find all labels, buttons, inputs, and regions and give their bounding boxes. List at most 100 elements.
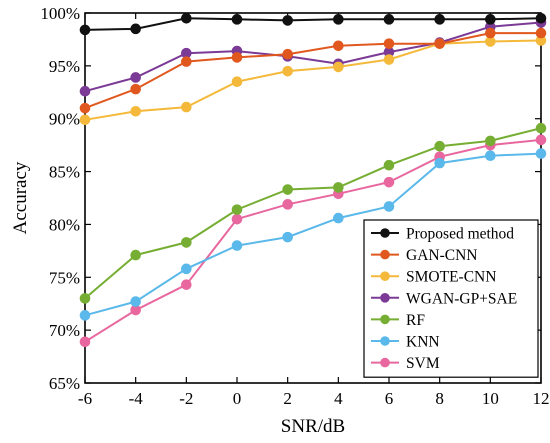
data-point-rf: [231, 204, 243, 215]
data-point-smote-cnn: [79, 114, 91, 126]
data-point-svm: [383, 176, 395, 188]
y-tick-label: 100%: [40, 4, 80, 23]
x-tick-label: -2: [179, 389, 193, 408]
legend-entry-label: WGAN-GP+SAE: [406, 290, 517, 307]
y-tick-label: 90%: [49, 110, 80, 129]
data-point-svm: [231, 213, 243, 225]
legend-swatch-marker: [380, 228, 390, 238]
data-point-gan-cnn: [333, 40, 344, 52]
data-point-svm: [282, 199, 293, 210]
x-axis-title: SNR/dB: [281, 416, 345, 437]
data-point-proposed-method: [485, 14, 496, 25]
legend-swatch-marker: [380, 314, 390, 325]
legend: Proposed method GAN-CNN SMOTE-CNN WGAN-GP+S…: [363, 219, 539, 378]
x-tick-label: 12: [533, 389, 550, 408]
data-point-knn: [231, 240, 243, 251]
legend-entry-label: KNN: [406, 334, 440, 351]
data-point-knn: [434, 157, 445, 169]
data-point-gan-cnn: [485, 27, 496, 39]
data-point-smote-cnn: [282, 65, 293, 77]
data-point-gan-cnn: [535, 27, 547, 39]
axis-ticks: -6 -4 -2 0 2 4 6 8 10 12 65% 70% 75% 80% 85% 90% 95% 100%: [40, 4, 549, 408]
legend-entry-label: RF: [406, 312, 425, 329]
x-tick-label: -6: [78, 389, 92, 408]
data-point-gan-cnn: [181, 56, 192, 67]
legend-box: [363, 219, 539, 378]
data-point-gan-cnn: [130, 83, 141, 95]
data-point-proposed-method: [333, 14, 344, 25]
data-point-knn: [383, 201, 395, 212]
series-knn: [79, 148, 547, 321]
data-point-gan-cnn: [383, 38, 395, 49]
series-smote-cnn: [79, 35, 547, 126]
data-point-rf: [485, 135, 496, 147]
plot-border: [84, 12, 542, 384]
series-line-proposed-method: [84, 17, 542, 31]
series-wgan-gp-sae: [79, 17, 547, 97]
data-point-proposed-method: [181, 12, 192, 24]
series-line-gan-cnn: [84, 32, 541, 110]
data-point-rf: [79, 293, 91, 304]
data-point-smote-cnn: [181, 101, 192, 113]
data-point-proposed-method: [383, 14, 395, 25]
y-tick-label: 70%: [49, 321, 80, 340]
data-point-smote-cnn: [383, 54, 395, 65]
legend-swatch-marker: [380, 357, 390, 368]
plot-frame: [84, 12, 542, 384]
legend-swatch-marker: [380, 336, 390, 346]
legend-entry-label: Proposed method: [406, 226, 514, 243]
data-point-svm: [181, 279, 192, 290]
series-rf: [79, 122, 547, 304]
y-tick-label: 65%: [49, 374, 80, 393]
data-point-rf: [535, 122, 547, 134]
y-tick-label: 75%: [49, 268, 80, 287]
data-point-gan-cnn: [231, 52, 243, 63]
data-point-knn: [282, 231, 293, 243]
series-lines: [79, 12, 547, 348]
data-point-smote-cnn: [231, 76, 243, 88]
series-line-knn: [84, 152, 542, 317]
data-point-rf: [434, 140, 445, 152]
y-tick-label: 80%: [49, 215, 80, 234]
y-tick-label: 85%: [49, 163, 80, 182]
data-point-knn: [181, 263, 192, 275]
x-tick-label: -4: [129, 389, 144, 408]
data-point-rf: [282, 184, 293, 195]
data-point-knn: [333, 212, 344, 224]
series-line-smote-cnn: [84, 39, 542, 121]
data-point-proposed-method: [130, 23, 141, 35]
data-point-smote-cnn: [130, 106, 141, 117]
legend-entry-label: SVM: [406, 355, 440, 372]
data-point-smote-cnn: [333, 61, 344, 73]
data-point-gan-cnn: [434, 38, 445, 49]
data-point-wgan-gp-sae: [79, 85, 91, 97]
series-line-rf: [84, 127, 542, 300]
legend-swatch-marker: [380, 293, 390, 303]
data-point-knn: [79, 310, 91, 321]
series-line-svm: [84, 138, 542, 343]
series-gan-cnn: [79, 27, 547, 114]
data-point-rf: [181, 237, 192, 248]
data-point-rf: [130, 249, 141, 261]
data-point-knn: [485, 150, 496, 162]
data-point-proposed-method: [231, 14, 243, 25]
x-tick-label: 0: [233, 389, 242, 408]
data-point-knn: [130, 296, 141, 307]
y-tick-label: 95%: [49, 57, 80, 76]
data-point-proposed-method: [79, 24, 91, 36]
legend-swatch-marker: [380, 249, 390, 260]
x-tick-label: 4: [334, 389, 343, 408]
data-point-gan-cnn: [79, 102, 91, 114]
data-point-proposed-method: [535, 12, 547, 24]
data-point-gan-cnn: [282, 48, 293, 60]
legend-entry-label: SMOTE-CNN: [406, 269, 496, 286]
data-point-proposed-method: [282, 15, 293, 26]
x-tick-label: 6: [385, 389, 394, 408]
series-proposed-method: [79, 12, 547, 36]
data-point-svm: [79, 336, 91, 348]
data-point-wgan-gp-sae: [130, 72, 141, 83]
legend-entry-label: GAN-CNN: [406, 247, 477, 264]
x-tick-label: 10: [482, 389, 499, 408]
data-point-proposed-method: [434, 14, 445, 25]
